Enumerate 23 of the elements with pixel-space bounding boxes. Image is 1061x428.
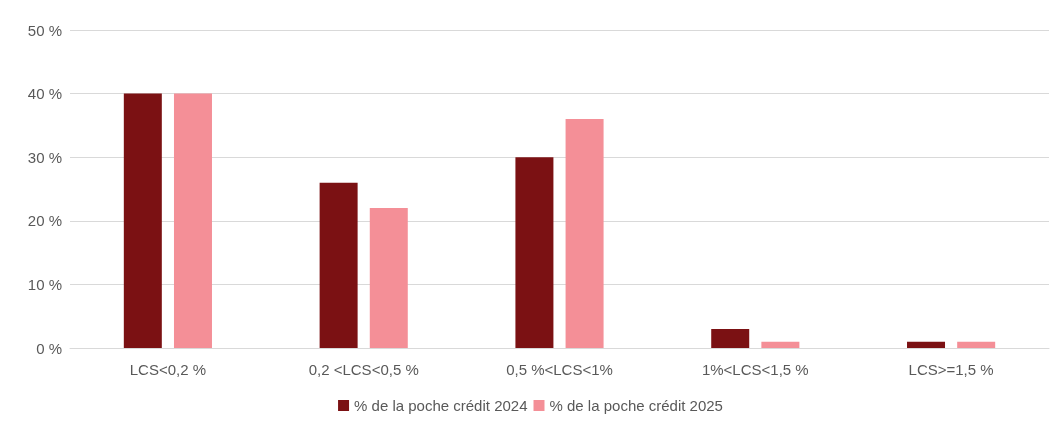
y-tick-label: 10 %	[27, 275, 62, 293]
x-tick-label: 0,5 %<LCS<1%	[506, 361, 613, 378]
bar	[565, 119, 604, 348]
x-tick-label: LCS<0,2 %	[129, 361, 207, 378]
y-tick-label: 30 %	[27, 148, 62, 166]
x-tick-label: LCS>=1,5 %	[908, 361, 994, 378]
bar	[319, 182, 358, 348]
bar	[907, 341, 946, 348]
x-tick-label: 1%<LCS<1,5 %	[701, 361, 809, 378]
legend-label: % de la poche crédit 2024	[354, 397, 528, 414]
y-tick-label: 40 %	[27, 85, 62, 103]
y-tick-label: 0 %	[36, 339, 62, 357]
y-tick-label: 50 %	[27, 21, 62, 39]
bar	[761, 341, 800, 348]
bar	[515, 157, 554, 348]
y-tick-label: 20 %	[27, 212, 62, 230]
bar	[957, 341, 996, 348]
legend-label: % de la poche crédit 2025	[549, 397, 723, 414]
bar	[711, 328, 750, 348]
bar	[173, 93, 212, 348]
bar	[369, 208, 408, 348]
bar	[123, 93, 162, 348]
x-tick-label: 0,2 <LCS<0,5 %	[308, 361, 419, 378]
